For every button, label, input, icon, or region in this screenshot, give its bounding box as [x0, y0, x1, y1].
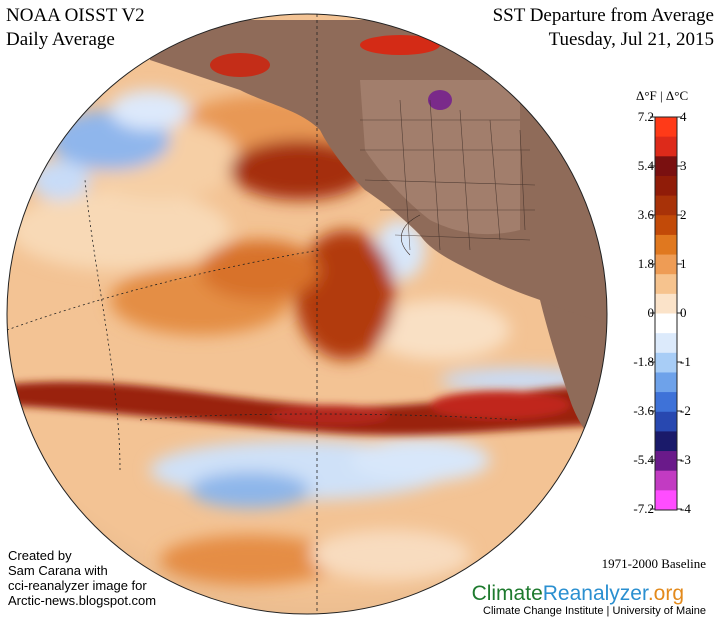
color-scale-step [655, 451, 677, 472]
brand-text-2: Reanalyzer [542, 582, 648, 605]
color-scale-step [655, 254, 677, 275]
tick-f: -1.8 [633, 354, 654, 369]
dataset-title: NOAA OISST V2 [6, 5, 145, 26]
tick-c: 0 [680, 305, 687, 320]
tick-f: 0 [647, 305, 655, 320]
header-right: SST Departure from Average Tuesday, Jul … [493, 4, 714, 52]
institution-label: Climate Change Institute | University of… [483, 605, 706, 617]
color-scale-step [655, 431, 677, 452]
tick-f: 3.6 [637, 207, 654, 222]
tick-f: -5.4 [633, 452, 654, 467]
tick-f: -3.6 [633, 403, 654, 418]
globe-outline [6, 13, 608, 615]
baseline-note: 1971-2000 Baseline [601, 556, 706, 571]
metric-title: SST Departure from Average [492, 5, 714, 26]
tick-c: 2 [680, 207, 687, 222]
color-scale-step [655, 313, 677, 334]
period-subtitle: Daily Average [6, 29, 115, 50]
tick-f: -7.2 [633, 501, 654, 516]
color-scale-step [655, 175, 677, 197]
color-scale-step [655, 352, 677, 373]
tick-c: 4 [680, 109, 687, 124]
color-scale-step [655, 411, 677, 432]
color-scale-step [655, 293, 677, 314]
credit-line: Created by [8, 548, 72, 563]
color-scale-step [655, 234, 677, 256]
brand-text-1: Climate [471, 582, 543, 605]
credit-line: Sam Carana with [8, 563, 108, 578]
color-scale-bar [650, 116, 682, 511]
color-scale-step [655, 490, 677, 511]
header-left: NOAA OISST V2 Daily Average [6, 4, 145, 52]
color-scale-header: Δ°F | Δ°C [636, 88, 689, 103]
author-credit: Created by Sam Carana with cci-reanalyze… [8, 548, 156, 608]
tick-c: -3 [680, 452, 691, 467]
date-subtitle: Tuesday, Jul 21, 2015 [548, 29, 714, 50]
credit-link[interactable]: Arctic-news.blogspot.com [8, 593, 157, 608]
brand-logo[interactable]: ClimateReanalyzer.org [472, 582, 684, 606]
tick-c: 3 [680, 158, 687, 173]
brand-text-3: .org [647, 582, 684, 605]
color-scale-step [655, 392, 677, 413]
color-scale-step [655, 195, 677, 216]
color-scale-step [655, 333, 677, 354]
tick-f: 1.8 [637, 256, 654, 271]
tick-f: 7.2 [637, 109, 654, 124]
color-scale-step [655, 156, 677, 177]
color-scale-step [655, 136, 677, 157]
tick-c: -1 [680, 354, 691, 369]
tick-c: 1 [680, 256, 687, 271]
tick-c: -4 [680, 501, 691, 516]
color-scale-step [655, 470, 677, 491]
tick-f: 5.4 [637, 158, 654, 173]
color-scale-step [655, 215, 677, 236]
color-scale-step [655, 117, 677, 138]
credit-line: cci-reanalyzer image for [8, 578, 147, 593]
tick-c: -2 [680, 403, 691, 418]
color-scale-step [655, 372, 677, 393]
color-scale-step [655, 274, 677, 295]
